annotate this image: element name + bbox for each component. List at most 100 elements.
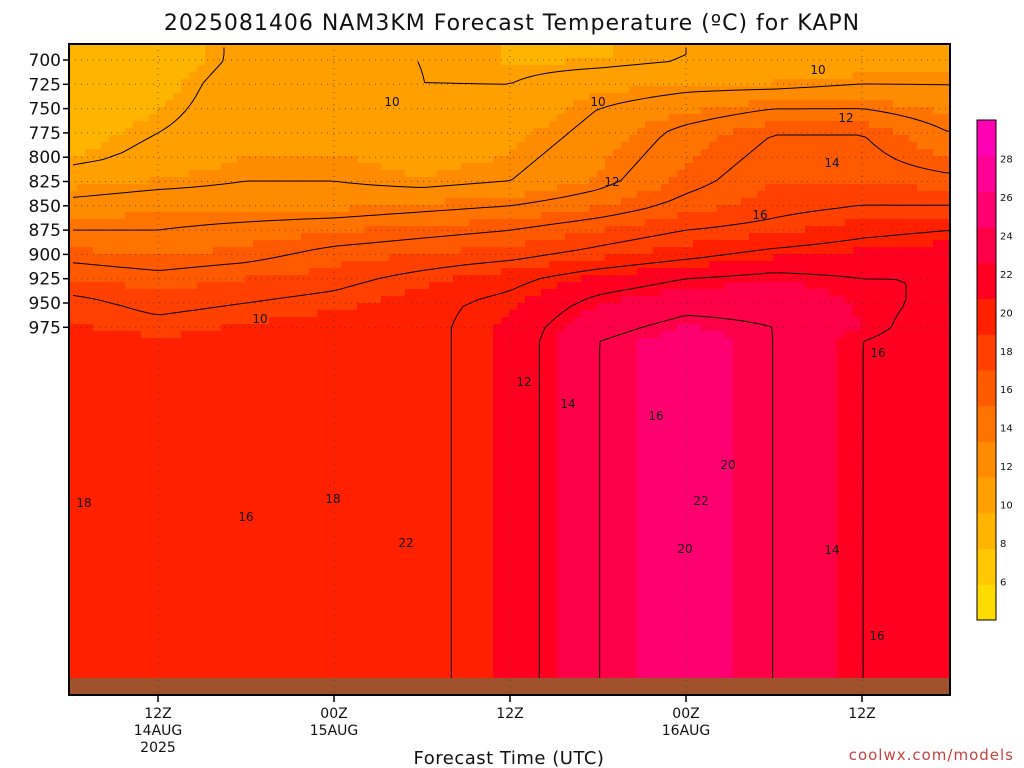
temperature-cell bbox=[77, 268, 86, 276]
temperature-cell bbox=[733, 114, 742, 122]
temperature-cell bbox=[773, 233, 782, 241]
temperature-cell bbox=[109, 338, 118, 346]
temperature-cell bbox=[557, 317, 566, 325]
temperature-cell bbox=[309, 135, 318, 143]
temperature-cell bbox=[557, 233, 566, 241]
temperature-cell bbox=[725, 156, 734, 164]
temperature-cell bbox=[493, 142, 502, 150]
temperature-cell bbox=[285, 44, 294, 52]
temperature-cell bbox=[381, 114, 390, 122]
temperature-cell bbox=[781, 156, 790, 164]
temperature-cell bbox=[157, 345, 166, 353]
temperature-cell bbox=[213, 289, 222, 297]
temperature-cell bbox=[653, 282, 662, 290]
temperature-cell bbox=[541, 247, 550, 255]
temperature-cell bbox=[365, 170, 374, 178]
temperature-cell bbox=[757, 93, 766, 101]
temperature-cell bbox=[293, 338, 302, 346]
temperature-cell bbox=[261, 254, 270, 262]
temperature-cell bbox=[741, 107, 750, 115]
temperature-cell bbox=[173, 352, 182, 360]
temperature-cell bbox=[221, 107, 230, 115]
temperature-cell bbox=[429, 135, 438, 143]
temperature-cell bbox=[645, 261, 654, 269]
temperature-cell bbox=[165, 219, 174, 227]
temperature-cell bbox=[549, 156, 558, 164]
temperature-cell bbox=[693, 51, 702, 59]
temperature-cell bbox=[781, 65, 790, 73]
temperature-cell bbox=[901, 324, 910, 332]
temperature-cell bbox=[277, 289, 286, 297]
temperature-cell bbox=[333, 121, 342, 129]
temperature-cell bbox=[661, 324, 670, 332]
temperature-cell bbox=[269, 184, 278, 192]
temperature-cell bbox=[349, 310, 358, 318]
temperature-cell bbox=[301, 114, 310, 122]
temperature-cell bbox=[269, 219, 278, 227]
temperature-cell bbox=[933, 177, 942, 185]
temperature-cell bbox=[661, 72, 670, 80]
temperature-cell bbox=[245, 100, 254, 108]
temperature-cell bbox=[381, 338, 390, 346]
temperature-cell bbox=[165, 170, 174, 178]
temperature-cell bbox=[845, 86, 854, 94]
temperature-cell bbox=[413, 282, 422, 290]
temperature-cell bbox=[365, 338, 374, 346]
temperature-cell bbox=[149, 156, 158, 164]
temperature-cell bbox=[909, 114, 918, 122]
temperature-cell bbox=[501, 72, 510, 80]
temperature-cell bbox=[389, 282, 398, 290]
temperature-cell bbox=[925, 142, 934, 150]
temperature-cell bbox=[245, 289, 254, 297]
temperature-cell bbox=[237, 282, 246, 290]
temperature-cell bbox=[165, 254, 174, 262]
temperature-cell bbox=[653, 184, 662, 192]
temperature-cell bbox=[597, 352, 606, 360]
temperature-cell bbox=[469, 352, 478, 360]
temperature-cell bbox=[613, 86, 622, 94]
temperature-cell bbox=[877, 170, 886, 178]
temperature-cell bbox=[805, 303, 814, 311]
temperature-cell bbox=[149, 65, 158, 73]
temperature-cell bbox=[413, 296, 422, 304]
temperature-cell bbox=[933, 233, 942, 241]
temperature-cell bbox=[805, 247, 814, 255]
temperature-cell bbox=[837, 198, 846, 206]
temperature-cell bbox=[85, 58, 94, 66]
temperature-cell bbox=[925, 233, 934, 241]
temperature-cell bbox=[189, 163, 198, 171]
temperature-cell bbox=[341, 114, 350, 122]
temperature-cell bbox=[253, 205, 262, 213]
temperature-cell bbox=[525, 170, 534, 178]
temperature-cell bbox=[557, 86, 566, 94]
temperature-cell bbox=[909, 177, 918, 185]
temperature-cell bbox=[157, 79, 166, 87]
temperature-cell bbox=[749, 58, 758, 66]
temperature-cell bbox=[341, 282, 350, 290]
temperature-cell bbox=[77, 289, 86, 297]
temperature-cell bbox=[653, 142, 662, 150]
temperature-cell bbox=[469, 121, 478, 129]
temperature-cell bbox=[229, 177, 238, 185]
temperature-cell bbox=[365, 121, 374, 129]
temperature-cell bbox=[829, 93, 838, 101]
temperature-cell bbox=[861, 142, 870, 150]
temperature-cell bbox=[285, 338, 294, 346]
temperature-cell bbox=[69, 114, 78, 122]
temperature-cell bbox=[653, 317, 662, 325]
temperature-cell bbox=[637, 240, 646, 248]
temperature-cell bbox=[485, 121, 494, 129]
temperature-cell bbox=[381, 275, 390, 283]
temperature-cell bbox=[717, 352, 726, 360]
temperature-cell bbox=[909, 282, 918, 290]
temperature-cell bbox=[541, 114, 550, 122]
temperature-cell bbox=[461, 184, 470, 192]
temperature-cell bbox=[261, 212, 270, 220]
temperature-cell bbox=[717, 317, 726, 325]
temperature-cell bbox=[661, 240, 670, 248]
temperature-cell bbox=[845, 142, 854, 150]
temperature-cell bbox=[173, 72, 182, 80]
temperature-cell bbox=[789, 149, 798, 157]
temperature-cell bbox=[757, 156, 766, 164]
temperature-cell bbox=[213, 233, 222, 241]
